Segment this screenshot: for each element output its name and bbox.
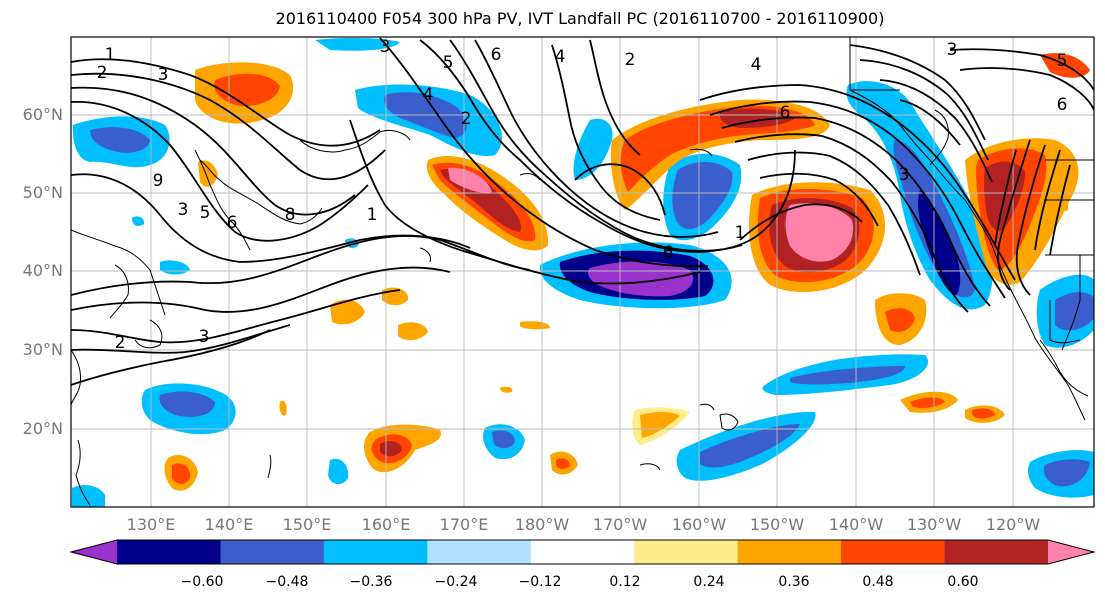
pv-anomaly-fill [72, 37, 1094, 507]
colorbar-tick-label: 0.12 [609, 574, 641, 590]
lon-label-160w: 160°W [671, 515, 727, 534]
contour-label: 2 [97, 63, 108, 83]
contour-label: 6 [663, 243, 674, 263]
graticule [71, 37, 1094, 507]
colorbar-tick-label: 0.60 [947, 574, 979, 590]
contour-label: 3 [947, 40, 958, 60]
lat-label-50n: 50°N [22, 183, 63, 202]
contour-label: 4 [423, 85, 434, 105]
lon-label-140e: 140°E [204, 515, 254, 534]
contour-label: 3 [199, 327, 210, 347]
colorbar-extend-max [1048, 540, 1094, 564]
colorbar-tick-label: 0.36 [778, 574, 810, 590]
colorbar-cell [530, 540, 635, 564]
contour-label: 1 [367, 205, 378, 225]
lat-label-60n: 60°N [22, 105, 63, 124]
contour-label: 3 [380, 37, 391, 57]
colorbar-tick-label: −0.60 [180, 574, 224, 590]
colorbar-tick-label: −0.12 [518, 574, 562, 590]
lat-label-30n: 30°N [22, 340, 63, 359]
contour-label: 3 [158, 65, 169, 85]
colorbar-outline [69, 539, 1096, 565]
contour-label: 6 [227, 213, 238, 233]
contour-label: 5 [1057, 51, 1068, 71]
contour-label: 6 [491, 45, 502, 65]
contour-label: 2 [461, 109, 472, 129]
colorbar-cell [323, 540, 428, 564]
contour-label: 1 [105, 45, 116, 65]
colorbar-extend-min [71, 540, 117, 564]
colorbar-cell [117, 540, 221, 564]
lon-label-150e: 150°E [282, 515, 332, 534]
contour-label: 4 [751, 55, 762, 75]
colorbar-cell [634, 540, 739, 564]
contour-label: 2 [115, 333, 126, 353]
colorbar-cell [737, 540, 842, 564]
map-panel: 1 2 3 4 5 6 2 3 4 6 2 3 1 4 5 6 1 6 3 5 … [71, 37, 1094, 507]
colorbar-cell [841, 540, 946, 564]
lon-label-180w: 180°W [514, 515, 570, 534]
lon-label-130w: 130°W [906, 515, 962, 534]
map-frame [70, 36, 1095, 508]
contour-labels: 1 2 3 4 5 6 2 3 4 6 2 3 1 4 5 6 1 6 3 5 … [97, 37, 1068, 353]
contour-label: 3 [178, 200, 189, 220]
colorbar-cells [71, 540, 1094, 564]
colorbar [69, 539, 1096, 565]
colorbar-tick-label: 0.48 [862, 574, 894, 590]
colorbar-tick-label: −0.48 [265, 574, 309, 590]
ivt-contours [71, 37, 1094, 386]
lat-label-20n: 20°N [22, 419, 63, 438]
lon-label-170w: 170°W [592, 515, 648, 534]
lon-label-120w: 120°W [985, 515, 1041, 534]
colorbar-tick-label: 0.24 [693, 574, 725, 590]
map-title: 2016110400 F054 300 hPa PV, IVT Landfall… [275, 9, 885, 28]
contour-label: 5 [200, 203, 211, 223]
colorbar-cell [944, 540, 1049, 564]
lat-label-40n: 40°N [22, 261, 63, 280]
contour-label: 4 [555, 47, 566, 67]
colorbar-cell [220, 540, 325, 564]
colorbar-tick-label: −0.24 [434, 574, 478, 590]
contour-label: 8 [285, 205, 296, 225]
colorbar-tick-label: −0.36 [349, 574, 393, 590]
lon-label-130e: 130°E [126, 515, 176, 534]
contour-label: 6 [1057, 95, 1068, 115]
contour-label: 6 [780, 103, 791, 123]
lon-label-140w: 140°W [828, 515, 884, 534]
lon-label-160e: 160°E [361, 515, 411, 534]
lon-label-150w: 150°W [749, 515, 805, 534]
contour-label: 9 [153, 171, 164, 191]
contour-label: 2 [625, 50, 636, 70]
contour-label: 3 [899, 165, 910, 185]
contour-label: 1 [735, 223, 746, 243]
contour-label: 5 [443, 53, 454, 73]
coastlines [71, 37, 1094, 506]
lon-label-170e: 170°E [439, 515, 489, 534]
colorbar-cell [427, 540, 532, 564]
